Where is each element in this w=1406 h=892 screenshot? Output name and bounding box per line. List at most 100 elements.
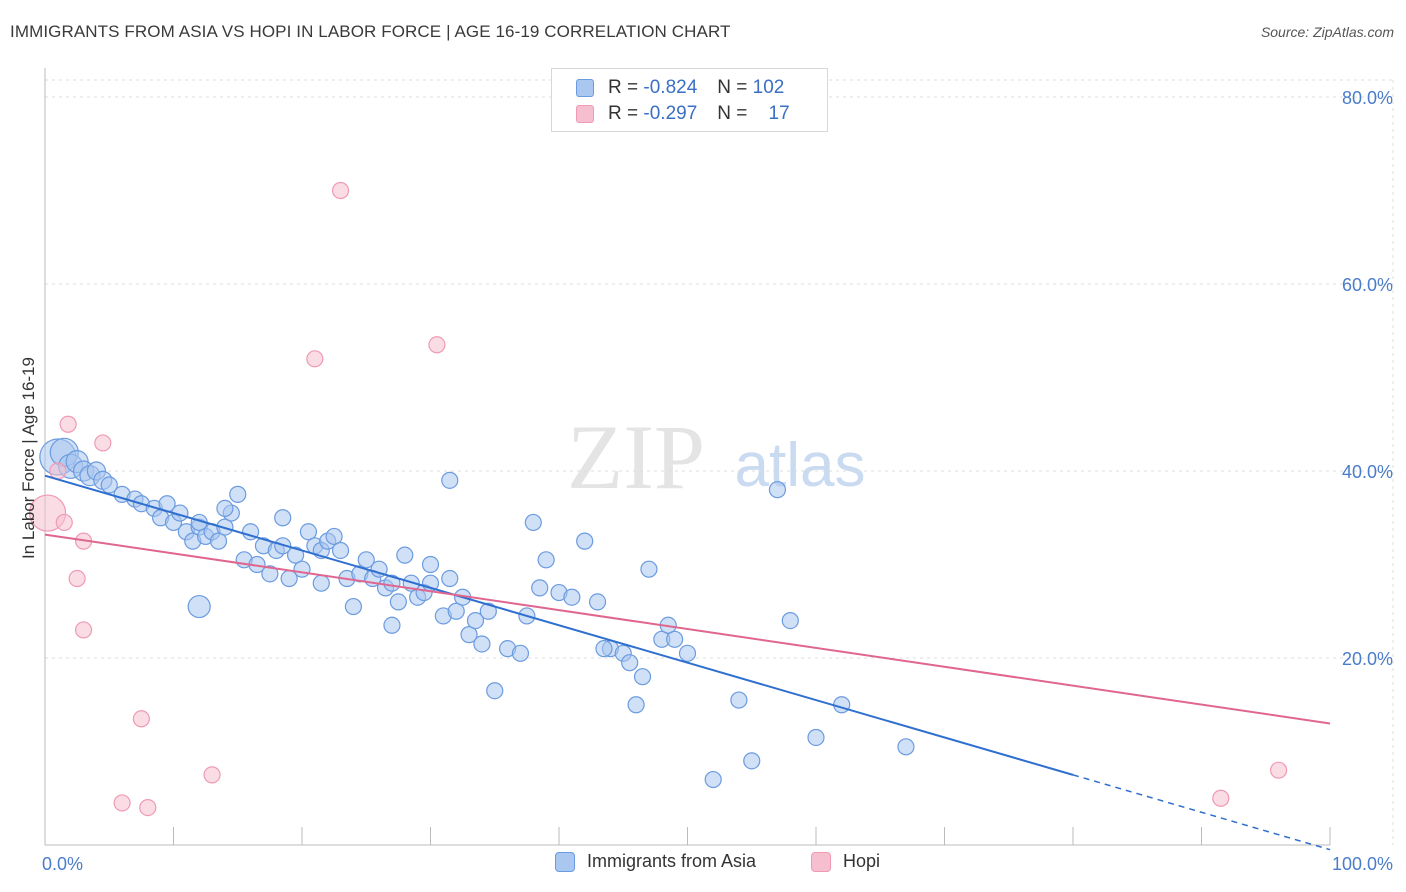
hopi-point	[59, 415, 77, 433]
asia-point	[743, 752, 761, 770]
legend-n-value: 17	[768, 103, 790, 124]
y-axis-label: In Labor Force | Age 16-19	[19, 357, 38, 559]
hopi-point	[331, 181, 350, 200]
asia-point	[666, 630, 684, 648]
legend-r-label: R =	[608, 103, 639, 124]
asia-point	[466, 611, 485, 630]
trend-lines	[44, 474, 1331, 851]
hopi-point	[68, 569, 86, 588]
hopi-point	[1212, 789, 1230, 807]
asia-point	[286, 546, 305, 564]
hopi-point	[55, 513, 73, 532]
asia-point	[293, 560, 311, 578]
asia-point	[781, 611, 799, 630]
hopi-point	[94, 434, 112, 452]
hopi-legend-swatch	[811, 851, 831, 872]
asia-point	[563, 588, 581, 606]
legend-n-label: N =	[717, 77, 748, 98]
asia-point	[396, 546, 414, 564]
asia-point	[633, 668, 652, 686]
asia-point	[261, 565, 279, 583]
asia-point	[209, 532, 228, 550]
source-credit: Source: ZipAtlas.com	[1260, 24, 1394, 40]
asia-point	[627, 696, 645, 714]
asia-point	[344, 597, 362, 616]
legend-label-hopi: Hopi	[843, 851, 881, 871]
asia-point	[331, 541, 350, 560]
legend-r-value: -0.297	[643, 103, 698, 124]
y-tick-label: 40.0%	[1342, 462, 1393, 482]
legend-item-hopi: Hopi	[811, 851, 880, 872]
asia-point	[479, 602, 497, 620]
asia-trend-extension	[1072, 774, 1331, 851]
gridlines	[45, 79, 1394, 845]
hopi-point	[74, 621, 93, 639]
asia-point	[325, 527, 343, 546]
asia-point	[537, 551, 555, 569]
asia-point	[357, 551, 375, 569]
asia-point	[576, 532, 594, 550]
legend-r-value: -0.824	[643, 77, 698, 98]
hopi-point	[139, 798, 157, 817]
asia-point	[640, 560, 658, 578]
asia-point	[730, 691, 748, 709]
hopi-point	[428, 336, 446, 354]
asia-legend-swatch	[555, 851, 575, 872]
x-tick-label: 100.0%	[1332, 854, 1393, 874]
tick-labels: 20.0% 40.0% 60.0% 80.0% 0.0% 100.0%	[42, 88, 1393, 874]
asia-swatch	[576, 79, 594, 97]
asia-point	[441, 569, 459, 588]
asia-point	[187, 594, 211, 619]
asia-point	[447, 602, 465, 620]
y-tick-label: 80.0%	[1342, 88, 1393, 108]
legend-n-label: N =	[717, 103, 748, 124]
hopi-trend-line	[44, 533, 1331, 725]
asia-point	[678, 644, 697, 662]
asia-point	[595, 640, 613, 658]
y-tick-label: 20.0%	[1342, 649, 1393, 669]
legend-label-asia: Immigrants from Asia	[587, 851, 757, 871]
hopi-point	[306, 350, 324, 368]
legend-item-asia: Immigrants from Asia	[555, 851, 756, 872]
watermark: ZIP atlas	[567, 406, 865, 508]
chart-title: IMMIGRANTS FROM ASIA VS HOPI IN LABOR FO…	[10, 22, 731, 41]
asia-point	[704, 770, 722, 789]
asia-point	[473, 635, 491, 653]
asia-point	[421, 555, 440, 574]
watermark-atlas: atlas	[735, 431, 866, 500]
legend-row-asia: R = -0.824 N = 102	[576, 76, 784, 100]
asia-trend-line	[44, 474, 1074, 776]
asia-point	[768, 481, 787, 499]
correlation-legend: R = -0.824 N = 102 R = -0.297 N = 17	[551, 68, 828, 132]
legend-r-label: R =	[608, 77, 639, 98]
asia-point	[486, 682, 504, 700]
asia-point	[383, 616, 401, 634]
hopi-point	[1269, 761, 1288, 779]
legend-row-hopi: R = -0.297 N = 17	[576, 102, 790, 126]
asia-point	[531, 579, 549, 597]
asia-point	[511, 644, 530, 662]
asia-point	[299, 523, 318, 541]
asia-point	[460, 626, 478, 644]
asia-point	[100, 476, 118, 494]
series-legend: Immigrants from Asia Hopi	[0, 851, 1406, 877]
x-tick-label: 0.0%	[42, 854, 83, 874]
asia-point	[833, 696, 851, 714]
hopi-point	[203, 766, 221, 784]
asia-point	[312, 574, 330, 592]
asia-point	[274, 509, 292, 527]
asia-point	[441, 471, 459, 489]
hopi-point	[132, 710, 150, 728]
watermark-zip: ZIP	[567, 406, 705, 508]
hopi-point	[113, 794, 131, 812]
asia-point	[621, 654, 639, 672]
legend-n-value: 102	[752, 77, 785, 98]
asia-point	[229, 485, 247, 503]
hopi-point	[49, 462, 67, 480]
asia-point	[524, 513, 542, 532]
hopi-swatch	[576, 105, 594, 123]
asia-point	[588, 593, 607, 611]
asia-point	[807, 728, 825, 747]
asia-point	[389, 593, 407, 611]
